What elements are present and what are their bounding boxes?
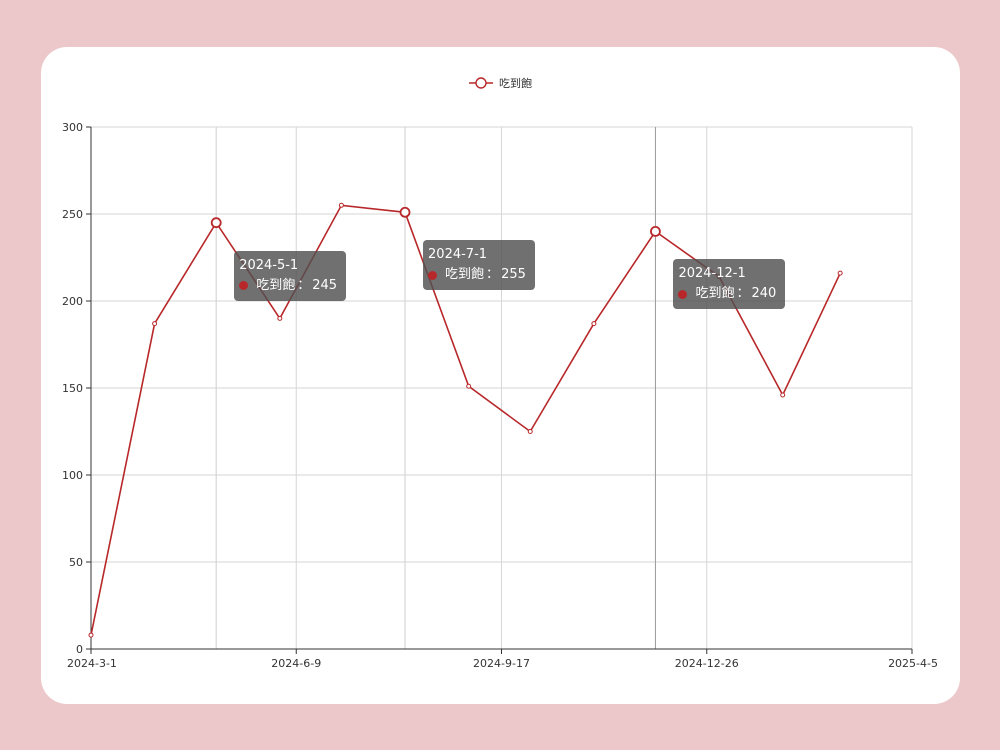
tooltip-separator: ： <box>486 267 500 283</box>
data-point <box>837 270 843 276</box>
x-tick-label: 2024-3-1 <box>67 657 117 670</box>
data-point <box>650 225 661 237</box>
tooltip-value: 240 <box>751 286 777 302</box>
tooltip-row: 吃到飽： 245 <box>239 276 337 296</box>
grid-lines <box>91 126 913 649</box>
tooltip-title: 2024-12-1 <box>678 266 746 282</box>
x-tick-label: 2024-9-17 <box>473 657 530 670</box>
data-point <box>210 217 222 229</box>
data-point <box>591 321 597 327</box>
y-tick-label: 0 <box>76 643 83 656</box>
legend-marker-icon <box>475 77 487 89</box>
tooltip-series-name: 吃到飽 <box>256 277 296 293</box>
data-point <box>780 392 786 398</box>
x-tick-label: 2024-6-9 <box>271 657 321 670</box>
data-point <box>527 429 533 434</box>
y-tick-label: 100 <box>62 469 83 482</box>
tooltip-row: 吃到飽： 240 <box>678 284 776 304</box>
tooltip-row: 吃到飽： 255 <box>428 265 526 285</box>
tooltip-separator: ： <box>297 277 311 293</box>
data-point <box>466 383 472 389</box>
tooltip-series-dot-icon <box>678 289 688 299</box>
line-chart: 0 50 100 150 200 250 300 2024-3-1 2024-6-9 2024-9… <box>62 76 938 670</box>
data-point <box>88 632 94 638</box>
y-tick-label: 300 <box>62 121 83 134</box>
y-tick-label: 150 <box>62 382 83 395</box>
tooltip: 2024-7-1 吃到飽： 255 <box>423 240 535 291</box>
x-tick-label: 2025-4-5 <box>888 657 938 670</box>
data-point <box>152 321 158 327</box>
legend[interactable]: 吃到飽 <box>469 76 532 90</box>
x-tick-label: 2024-12-26 <box>675 657 739 670</box>
tooltip: 2024-12-1 吃到飽： 240 <box>673 259 786 310</box>
tooltip-title: 2024-5-1 <box>239 257 299 273</box>
data-point <box>399 206 411 218</box>
chart-card: 0 50 100 150 200 250 300 2024-3-1 2024-6-9 2024-9… <box>41 47 960 704</box>
y-tick-label: 50 <box>69 556 83 569</box>
tooltip-series-dot-icon <box>239 281 249 291</box>
tooltip-series-name: 吃到飽 <box>695 286 735 302</box>
tooltip: 2024-5-1 吃到飽： 245 <box>234 250 347 301</box>
tooltip-separator: ： <box>736 286 750 302</box>
tooltip-value: 255 <box>501 267 526 283</box>
y-tick-label: 200 <box>62 295 83 308</box>
y-tick-label: 250 <box>62 208 83 221</box>
data-point <box>338 202 344 208</box>
data-point <box>277 315 283 321</box>
tooltip-title: 2024-7-1 <box>428 247 488 263</box>
axes: 0 50 100 150 200 250 300 2024-3-1 2024-6-9 2024-9… <box>62 121 938 670</box>
tooltip-series-dot-icon <box>428 270 438 280</box>
legend-label: 吃到飽 <box>499 76 532 90</box>
tooltip-series-name: 吃到飽 <box>445 267 485 283</box>
tooltip-value: 245 <box>312 277 338 293</box>
